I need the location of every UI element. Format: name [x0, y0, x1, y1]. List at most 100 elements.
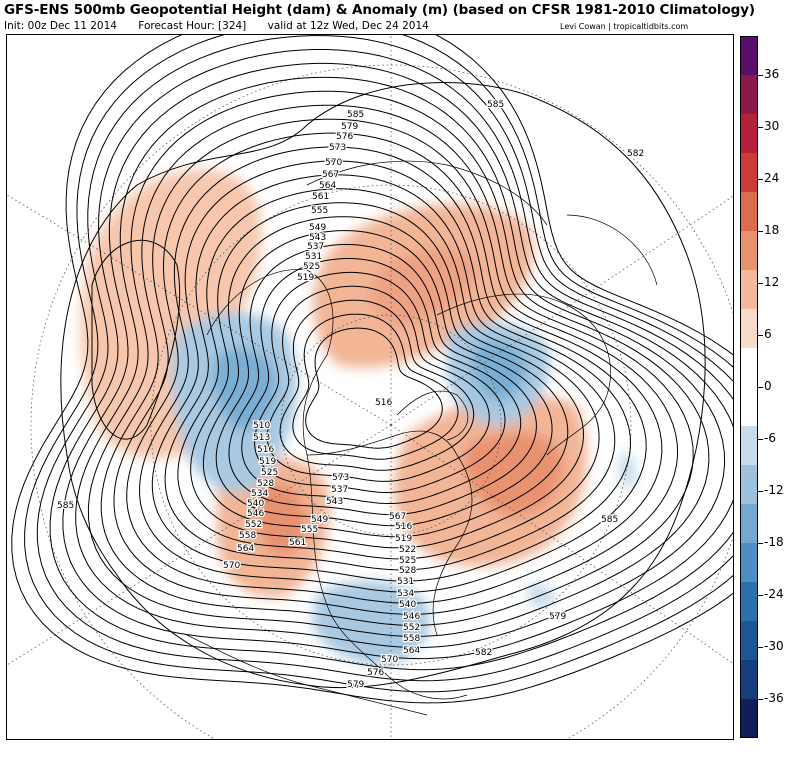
height-contour-line: [215, 230, 553, 527]
contour-label: 558: [239, 531, 256, 541]
contour-label: 531: [305, 252, 322, 262]
height-contour-line: [113, 118, 679, 615]
contour-label: 555: [301, 525, 318, 535]
contour-label: 540: [247, 499, 264, 509]
height-contour-pacific-closed: [91, 239, 181, 440]
colorbar-tick-label: 6: [764, 327, 772, 341]
colorbar-tick-mark: [758, 491, 763, 492]
height-contour-585: [60, 82, 706, 689]
colorbar-tick-label: -36: [764, 691, 784, 705]
contour-label: 564: [403, 646, 420, 656]
height-contour-line: [139, 146, 647, 593]
colorbar-tick-mark: [758, 179, 763, 180]
height-contour-line: [62, 62, 733, 660]
colorbar-tick-mark: [758, 127, 763, 128]
contour-label: 549: [309, 223, 326, 233]
colorbar-segment: [740, 504, 758, 544]
contour-label: 579: [341, 122, 358, 132]
contour-label: 537: [307, 242, 324, 252]
colorbar-segment: [740, 36, 758, 76]
contour-label: 585: [347, 110, 364, 120]
colorbar-tick-label: 12: [764, 275, 780, 289]
contour-label: 525: [303, 262, 320, 272]
map-panel: 582 579 576 573 570 567 564 561 555 549 543 537 531 5…: [6, 34, 734, 740]
colorbar-tick-label: 36: [764, 67, 780, 81]
contour-label: 534: [251, 489, 268, 499]
contour-label: 567: [322, 170, 339, 180]
contour-label: 531: [397, 577, 414, 587]
contour-label: 519: [297, 273, 314, 283]
height-contour-line: [75, 76, 726, 649]
colorbar-tick-mark: [758, 335, 763, 336]
height-contour-line: [177, 188, 600, 560]
contour-label: 519: [259, 457, 276, 467]
negative-anomaly-small-1: [527, 583, 556, 608]
contour-label: 534: [397, 589, 414, 599]
height-contour-line: [11, 35, 733, 704]
subtitle: Init: 00z Dec 11 2014 Forecast Hour: [32…: [4, 20, 447, 32]
contour-label: 582: [627, 149, 644, 159]
contour-label: 528: [257, 479, 274, 489]
colorbar-tick-mark: [758, 283, 763, 284]
contour-label: 576: [367, 668, 384, 678]
colorbar-tick-mark: [758, 231, 763, 232]
contour-label: 561: [289, 538, 306, 548]
colorbar-tick-label: 0: [764, 379, 772, 393]
contour-label: 519: [395, 534, 412, 544]
init-time: Init: 00z Dec 11 2014: [4, 20, 117, 32]
height-contour-line: [49, 49, 733, 671]
polar-map: 5825795765735705675645615555495435375315…: [7, 35, 733, 739]
contour-label: 522: [399, 545, 416, 555]
colorbar-segment: [740, 270, 758, 310]
negative-anomaly-siberia-core: [472, 341, 527, 401]
colorbar-segment: [740, 543, 758, 583]
height-contour-line: [292, 313, 459, 460]
contour-label: 561: [312, 192, 329, 202]
height-contour-line: [279, 299, 475, 471]
valid-time: valid at 12z Wed, Dec 24 2014: [267, 20, 429, 32]
contour-label: 525: [399, 556, 416, 566]
colorbar-segment: [740, 153, 758, 193]
negative-anomaly-small-2: [619, 450, 637, 490]
contour-label: 570: [381, 655, 398, 665]
height-contour-line: [87, 90, 710, 637]
contour-label: 585: [57, 501, 74, 511]
contour-label: 570: [223, 561, 240, 571]
height-contour-line: [254, 271, 506, 494]
colorbar-tick-label: -18: [764, 535, 784, 549]
height-contour-line: [202, 216, 569, 538]
contour-label: 573: [332, 473, 349, 483]
contour-label: 555: [311, 206, 328, 216]
contour-label: 564: [237, 544, 254, 554]
colorbar-segment: [740, 387, 758, 427]
colorbar-tick-label: 24: [764, 171, 780, 185]
colorbar-segment: [740, 309, 758, 349]
colorbar-tick-mark: [758, 595, 763, 596]
contour-label: 546: [403, 612, 420, 622]
negative-anomaly-eastus: [312, 581, 430, 665]
height-contour-line: [126, 132, 663, 604]
colorbar-segment: [740, 621, 758, 661]
colorbar: [740, 36, 758, 738]
colorbar-tick-label: -6: [764, 431, 776, 445]
contour-label: 567: [389, 512, 406, 522]
colorbar-segment: [740, 75, 758, 115]
height-contour-line: [190, 202, 585, 549]
height-contour-line: [241, 258, 522, 504]
contour-label: 537: [331, 485, 348, 495]
contour-label: 585: [601, 515, 618, 525]
colorbar-tick-mark: [758, 647, 763, 648]
colorbar-tick-label: -24: [764, 587, 784, 601]
height-contour-line: [151, 160, 632, 582]
colorbar-segment: [740, 465, 758, 505]
colorbar-segment: [740, 114, 758, 154]
colorbar-tick-mark: [758, 75, 763, 76]
contour-label: 510: [253, 421, 270, 431]
height-contours: [11, 35, 733, 704]
contour-label: 576: [336, 132, 353, 142]
contour-label: 543: [309, 233, 326, 243]
positive-anomaly-arctic-core: [371, 248, 477, 325]
colorbar-tick-mark: [758, 387, 763, 388]
colorbar-segment: [740, 231, 758, 271]
contour-label: 552: [245, 520, 262, 530]
